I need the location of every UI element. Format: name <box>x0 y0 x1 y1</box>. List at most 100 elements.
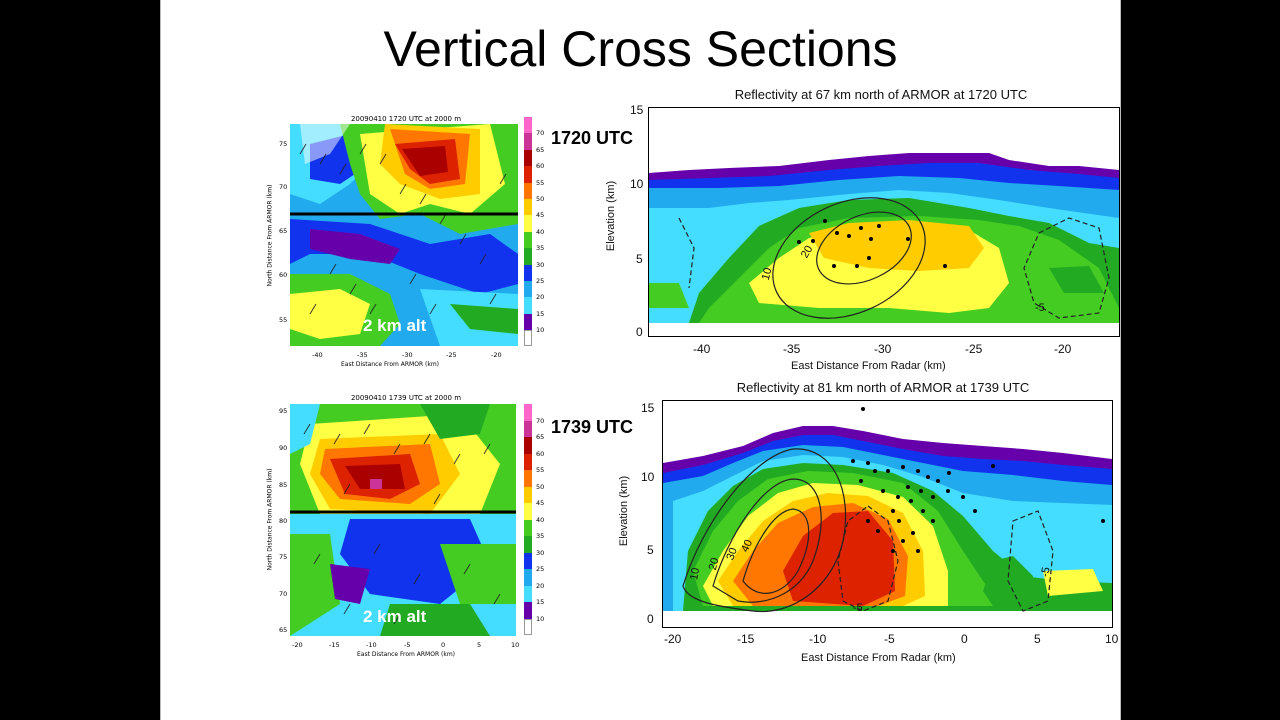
colorbar-segment <box>524 133 532 150</box>
map-2-xtick: -5 <box>404 641 411 649</box>
xsec-1-xtick: -40 <box>693 342 711 356</box>
colorbar-tick: 50 <box>536 482 545 491</box>
map-1-svg <box>290 124 518 346</box>
colorbar-tick: 70 <box>536 416 545 425</box>
map-2-time-label: 1739 UTC <box>551 417 634 437</box>
xsec-1-svg <box>649 153 1119 323</box>
map-1-ytick: 75 <box>279 140 288 148</box>
colorbar-tick: 45 <box>536 499 545 507</box>
colorbar-tick: 10 <box>536 326 545 335</box>
map-2-ylabel: North Distance From ARMOR (km) <box>266 468 274 571</box>
colorbar-segment <box>524 248 532 265</box>
map-1-xtick: -25 <box>446 351 457 359</box>
colorbar-tick: 20 <box>536 581 545 590</box>
map-2-ytick: 65 <box>279 626 288 634</box>
xsec-1-plot <box>648 107 1120 337</box>
xsec-2-xtick: 0 <box>961 632 968 646</box>
map-2-xlabel: East Distance From ARMOR (km) <box>357 651 456 658</box>
colorbar-tick: 25 <box>536 277 545 285</box>
xsec-2-ytick: 5 <box>647 543 654 557</box>
colorbar-segment <box>524 536 532 553</box>
map-1-xtick: -20 <box>491 351 502 359</box>
colorbar-segment <box>524 280 532 298</box>
map-2-xtick: 0 <box>441 641 446 649</box>
map-2-xtick: 10 <box>511 641 520 649</box>
map-2-title: 20090410 1739 UTC at 2000 m <box>350 394 462 402</box>
xsec-1-ytick: 15 <box>630 103 644 117</box>
map-2-ytick: 95 <box>279 407 288 415</box>
colorbar-segment <box>524 313 532 331</box>
xsec-2-contour-label: 10 <box>688 566 703 582</box>
map-1-ytick: 65 <box>279 227 288 235</box>
map-2-colorbar <box>524 404 532 635</box>
xsec-1-ytick: 0 <box>636 325 643 339</box>
colorbar-segment <box>524 453 532 470</box>
map-1-ylabel: North Distance From ARMOR (km) <box>266 184 274 287</box>
colorbar-segment <box>524 117 532 134</box>
xsec-2-ytick: 0 <box>647 612 654 626</box>
xsec-2-xlabel: East Distance From Radar (km) <box>801 652 956 664</box>
map-2-xtick: 5 <box>477 641 482 649</box>
xsec-1-xtick: -35 <box>783 342 801 356</box>
colorbar-segment <box>524 330 532 347</box>
map-1-ytick: 60 <box>279 271 288 279</box>
map-2-xtick: -15 <box>329 641 340 649</box>
colorbar-segment <box>524 297 532 314</box>
colorbar-segment <box>524 264 532 281</box>
xsec-2-ytick: 10 <box>641 470 655 484</box>
colorbar-tick: 60 <box>536 449 545 458</box>
xsec-2-xtick: -10 <box>809 632 827 646</box>
xsec-2-svg <box>663 407 1112 613</box>
xsec-1-ytick: 5 <box>636 252 643 266</box>
colorbar-tick: 70 <box>536 129 545 138</box>
colorbar-tick: 40 <box>536 227 545 236</box>
map-2-ytick: 75 <box>279 553 288 561</box>
colorbar-segment <box>524 231 532 249</box>
colorbar-segment <box>524 519 532 536</box>
map-2-alt-label: 2 km alt <box>363 607 427 626</box>
colorbar-segment <box>524 149 532 167</box>
colorbar-tick: 55 <box>536 178 545 187</box>
xsec-2-xtick: 10 <box>1105 632 1119 646</box>
map-1-title: 20090410 1720 UTC at 2000 m <box>350 115 462 123</box>
colorbar-segment <box>524 404 532 421</box>
map-1-ytick: 55 <box>279 316 288 324</box>
map-2-ytick: 90 <box>279 444 288 452</box>
xsec-2-plot <box>662 400 1113 628</box>
colorbar-tick: 20 <box>536 293 545 302</box>
colorbar-tick: 55 <box>536 466 545 474</box>
map-1-time-label: 1720 UTC <box>551 128 634 148</box>
colorbar-segment <box>524 552 532 569</box>
colorbar-segment <box>524 198 532 216</box>
map-1-colorbar <box>524 117 532 347</box>
map-1-xlabel: East Distance From ARMOR (km) <box>341 361 440 368</box>
map-2-plot <box>290 404 516 636</box>
slide: Vertical Cross Sections 20090410 1720 UT… <box>160 0 1121 720</box>
map-1-plot <box>290 124 518 346</box>
map-2-ytick: 80 <box>279 517 288 525</box>
colorbar-tick: 30 <box>536 548 545 557</box>
colorbar-segment <box>524 503 532 520</box>
slide-title: Vertical Cross Sections <box>383 21 898 77</box>
colorbar-tick: 35 <box>536 244 545 253</box>
xsec-1-xlabel: East Distance From Radar (km) <box>791 360 946 372</box>
map-1-ytick: 70 <box>279 183 288 191</box>
colorbar-segment <box>524 215 532 232</box>
colorbar-segment <box>524 166 532 183</box>
colorbar-segment <box>524 182 532 199</box>
colorbar-tick: 60 <box>536 162 545 171</box>
colorbar-segment <box>524 420 532 437</box>
xsec-2-contour-label: -5 <box>1039 566 1053 578</box>
xsec-2-xtick: -20 <box>664 632 682 646</box>
xsec-2-title: Reflectivity at 81 km north of ARMOR at … <box>736 380 1030 395</box>
xsec-1-contour-label: -5 <box>1035 302 1045 314</box>
map-1-xtick: -35 <box>357 351 368 359</box>
colorbar-tick: 10 <box>536 614 545 623</box>
colorbar-tick: 50 <box>536 195 545 203</box>
xsec-1-xtick: -20 <box>1054 342 1072 356</box>
colorbar-segment <box>524 437 532 454</box>
map-2-svg <box>290 404 516 636</box>
map-2-ytick: 85 <box>279 481 288 489</box>
colorbar-tick: 45 <box>536 211 545 220</box>
colorbar-tick: 40 <box>536 515 545 524</box>
